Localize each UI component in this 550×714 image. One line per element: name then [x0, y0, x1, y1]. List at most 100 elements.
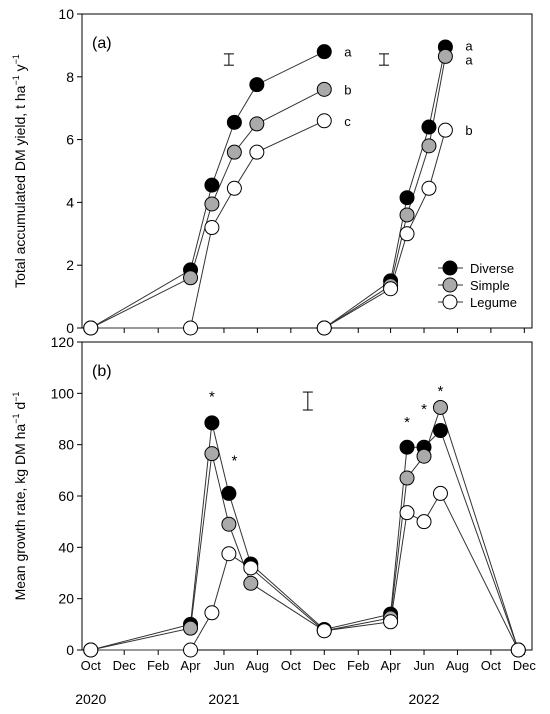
significance-letter: a	[344, 45, 352, 60]
data-point-legume	[205, 221, 219, 235]
data-point-legume	[317, 321, 331, 335]
data-point-simple	[184, 271, 198, 285]
data-point-legume	[438, 123, 452, 137]
data-point-legume	[184, 643, 198, 657]
x-tick-label: Apr	[180, 658, 201, 673]
data-point-legume	[244, 561, 258, 575]
significance-letter: b	[465, 123, 472, 138]
y-axis-title-unit: y	[12, 64, 28, 75]
data-point-legume	[400, 227, 414, 241]
data-point-diverse	[433, 424, 447, 438]
y-tick-label: 2	[66, 257, 74, 273]
y-axis-title-sup: −1	[11, 75, 21, 85]
y-axis-title: Mean growth rate, kg DM ha−1 d−1	[11, 392, 28, 601]
data-point-legume	[184, 321, 198, 335]
significance-letter: c	[344, 114, 351, 129]
y-tick-label: 120	[51, 334, 75, 350]
data-point-legume	[84, 321, 98, 335]
y-tick-label: 10	[58, 6, 74, 22]
data-point-diverse	[422, 120, 436, 134]
y-tick-label: 6	[66, 132, 74, 148]
x-tick-label: Jun	[213, 658, 234, 673]
data-point-diverse	[400, 440, 414, 454]
data-point-simple	[422, 139, 436, 153]
data-point-legume	[433, 486, 447, 500]
y-axis-title-main: Mean growth rate, kg DM ha	[12, 424, 28, 601]
data-point-simple	[205, 197, 219, 211]
legend-marker-legume	[443, 295, 457, 309]
significance-letter: b	[344, 82, 351, 97]
significance-marker: *	[404, 414, 410, 431]
significance-marker: *	[209, 388, 215, 405]
data-point-simple	[244, 576, 258, 590]
x-year-label: 2022	[408, 691, 439, 707]
x-tick-label: Dec	[513, 658, 537, 673]
panel-label: (b)	[92, 363, 112, 380]
legend-label: Simple	[470, 278, 510, 293]
data-point-simple	[417, 449, 431, 463]
data-point-simple	[400, 208, 414, 222]
data-point-simple	[184, 621, 198, 635]
x-year-label: 2020	[75, 691, 106, 707]
data-point-diverse	[222, 486, 236, 500]
x-tick-label: Oct	[481, 658, 502, 673]
series-line-legume	[324, 130, 445, 328]
data-point-diverse	[400, 191, 414, 205]
data-point-legume	[384, 282, 398, 296]
data-point-simple	[433, 400, 447, 414]
x-year-label: 2021	[208, 691, 239, 707]
data-point-legume	[384, 615, 398, 629]
data-point-legume	[250, 145, 264, 159]
data-point-simple	[227, 145, 241, 159]
legend-marker-diverse	[443, 261, 457, 275]
data-point-diverse	[205, 416, 219, 430]
y-tick-label: 4	[66, 194, 74, 210]
panel-b-chart: 0 20 40 60 80 100 120 (b) Mean growth rate, kg D…	[11, 334, 532, 658]
data-point-diverse	[317, 45, 331, 59]
panel-label: (a)	[92, 35, 112, 52]
data-point-legume	[222, 547, 236, 561]
y-axis-title-sup: −1	[11, 414, 21, 424]
data-point-diverse	[227, 115, 241, 129]
significance-marker: *	[421, 401, 427, 418]
x-tick-label: Aug	[446, 658, 469, 673]
data-point-diverse	[205, 178, 219, 192]
y-tick-label: 60	[58, 488, 74, 504]
data-point-legume	[205, 606, 219, 620]
y-axis-title: Total accumulated DM yield, t ha−1 y−1	[11, 54, 28, 288]
x-tick-label: Jun	[414, 658, 435, 673]
x-tick-label: Oct	[81, 658, 102, 673]
data-point-legume	[317, 114, 331, 128]
data-point-legume	[422, 181, 436, 195]
data-point-legume	[227, 181, 241, 195]
data-point-simple	[250, 117, 264, 131]
series-line-diverse	[91, 423, 519, 650]
y-tick-label: 20	[58, 591, 74, 607]
y-axis-title-sup: −1	[11, 54, 21, 64]
significance-letter: a	[465, 38, 473, 53]
x-tick-label: Apr	[380, 658, 401, 673]
data-point-legume	[84, 643, 98, 657]
y-axis-title-unit: d	[12, 402, 28, 414]
y-tick-label: 100	[51, 385, 75, 401]
legend: Diverse Simple Legume	[438, 261, 517, 310]
plot-frame	[82, 342, 532, 650]
data-point-simple	[400, 471, 414, 485]
x-tick-label: Aug	[246, 658, 269, 673]
significance-letter: a	[465, 53, 473, 68]
data-point-diverse	[250, 78, 264, 92]
x-tick-label: Dec	[313, 658, 337, 673]
legend-marker-simple	[443, 278, 457, 292]
data-point-legume	[511, 643, 525, 657]
data-point-simple	[222, 517, 236, 531]
data-point-simple	[438, 49, 452, 63]
x-tick-label: Feb	[347, 658, 369, 673]
y-tick-label: 80	[58, 437, 74, 453]
x-axis: Oct Dec Feb Apr Jun Aug Oct Dec Feb Apr Jun Aug Oct D…	[75, 658, 536, 707]
legend-label: Diverse	[470, 261, 514, 276]
data-point-simple	[317, 82, 331, 96]
y-tick-label: 8	[66, 69, 74, 85]
x-tick-label: Oct	[281, 658, 302, 673]
y-axis-title-sup: −1	[11, 392, 21, 402]
